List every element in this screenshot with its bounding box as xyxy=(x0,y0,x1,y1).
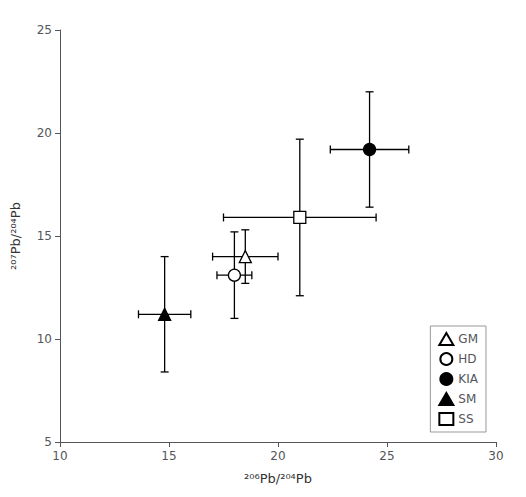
svg-text:10: 10 xyxy=(52,449,67,463)
svg-text:SS: SS xyxy=(458,412,473,426)
svg-text:20: 20 xyxy=(37,126,52,140)
svg-text:15: 15 xyxy=(37,229,52,243)
svg-text:20: 20 xyxy=(270,449,285,463)
svg-text:30: 30 xyxy=(488,449,503,463)
svg-text:SM: SM xyxy=(458,392,476,406)
svg-text:HD: HD xyxy=(458,352,476,366)
svg-text:GM: GM xyxy=(458,332,478,346)
svg-text:KIA: KIA xyxy=(458,372,478,386)
svg-text:15: 15 xyxy=(161,449,176,463)
svg-text:25: 25 xyxy=(37,23,52,37)
svg-text:²⁰⁶Pb/²⁰⁴Pb: ²⁰⁶Pb/²⁰⁴Pb xyxy=(244,471,312,486)
svg-text:5: 5 xyxy=(44,435,52,449)
svg-text:10: 10 xyxy=(37,332,52,346)
svg-text:²⁰⁷Pb/²⁰⁴Pb: ²⁰⁷Pb/²⁰⁴Pb xyxy=(8,202,23,270)
svg-text:25: 25 xyxy=(379,449,394,463)
